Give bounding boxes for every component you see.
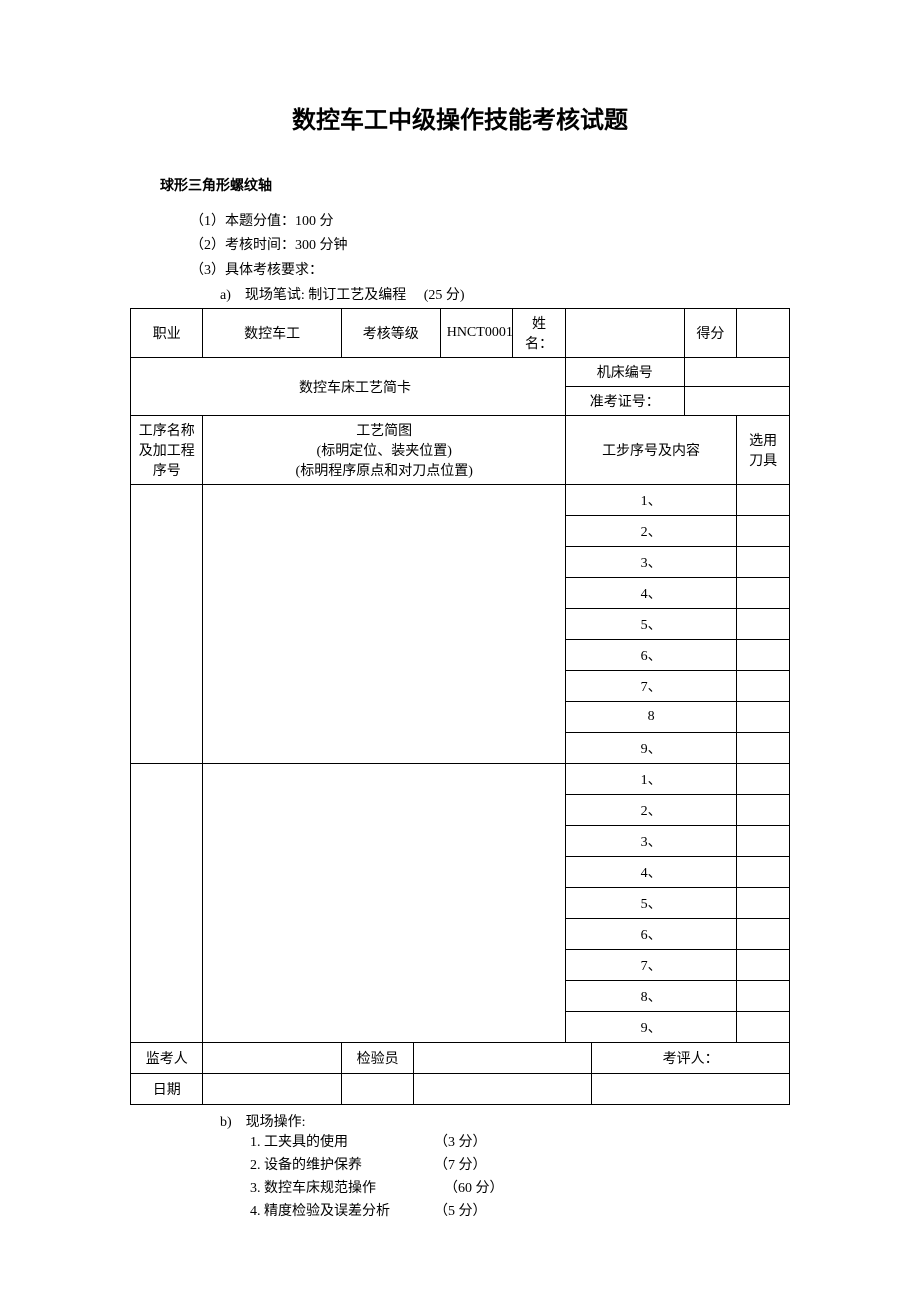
proc-name-header: 工序名称及加工程序号 bbox=[131, 416, 203, 485]
tool-cell bbox=[737, 826, 790, 857]
step: 9、 bbox=[565, 1012, 736, 1043]
step: 6、 bbox=[565, 919, 736, 950]
level-label: 考核等级 bbox=[341, 309, 440, 358]
machine-no-value bbox=[684, 358, 789, 387]
info-item: （1）本题分值：100 分 bbox=[190, 211, 790, 233]
supervisor-value bbox=[203, 1043, 341, 1074]
step: 2、 bbox=[565, 795, 736, 826]
footer-row-2: 日期 bbox=[131, 1074, 790, 1105]
tool-cell bbox=[737, 485, 790, 516]
step: 6、 bbox=[565, 640, 736, 671]
inspector-label: 检验员 bbox=[341, 1043, 413, 1074]
step: 5、 bbox=[565, 609, 736, 640]
proc-cell-2 bbox=[131, 764, 203, 1043]
info-item: （3）具体考核要求： bbox=[190, 260, 790, 282]
level-value: HNCT0001 bbox=[440, 309, 512, 358]
score-value bbox=[737, 309, 790, 358]
name-value bbox=[565, 309, 684, 358]
subtitle: 球形三角形螺纹轴 bbox=[160, 175, 790, 195]
info-list: （1）本题分值：100 分 （2）考核时间：300 分钟 （3）具体考核要求： bbox=[190, 211, 790, 282]
sketch-header: 工艺简图 (标明定位、装夹位置) (标明程序原点和对刀点位置) bbox=[203, 416, 565, 485]
footer-row-1: 监考人 检验员 考评人： bbox=[131, 1043, 790, 1074]
occupation-label: 职业 bbox=[131, 309, 203, 358]
date-label: 日期 bbox=[131, 1074, 203, 1105]
tool-header: 选用刀具 bbox=[737, 416, 790, 485]
step: 2、 bbox=[565, 516, 736, 547]
step: 9、 bbox=[565, 733, 736, 764]
sketch-line2: (标明定位、装夹位置) bbox=[209, 440, 558, 460]
machine-no-label: 机床编号 bbox=[565, 358, 684, 387]
step: 7、 bbox=[565, 950, 736, 981]
ops-item: 1. 工夹具的使用（3 分） bbox=[250, 1131, 790, 1154]
step: 7、 bbox=[565, 671, 736, 702]
card-row-1: 数控车床工艺简卡 机床编号 bbox=[131, 358, 790, 387]
tool-cell bbox=[737, 671, 790, 702]
section-a-heading: a) 现场笔试: 制订工艺及编程 (25 分) bbox=[220, 284, 790, 304]
step: 1、 bbox=[565, 764, 736, 795]
tool-cell bbox=[737, 857, 790, 888]
step: 1、 bbox=[565, 485, 736, 516]
process-card-table: 职业 数控车工 考核等级 HNCT0001 姓名： 得分 数控车床工艺简卡 机床… bbox=[130, 308, 790, 1105]
proc-cell-1 bbox=[131, 485, 203, 764]
name-label: 姓名： bbox=[513, 309, 566, 358]
exam-no-value bbox=[684, 387, 789, 416]
document-title: 数控车工中级操作技能考核试题 bbox=[130, 100, 790, 135]
step: 3、 bbox=[565, 547, 736, 578]
tool-cell bbox=[737, 1012, 790, 1043]
inspector-value bbox=[414, 1043, 592, 1074]
date-value-4 bbox=[592, 1074, 790, 1105]
supervisor-label: 监考人 bbox=[131, 1043, 203, 1074]
step: 4、 bbox=[565, 857, 736, 888]
score-label: 得分 bbox=[684, 309, 737, 358]
step: 4、 bbox=[565, 578, 736, 609]
date-value-3 bbox=[414, 1074, 592, 1105]
tool-cell bbox=[737, 764, 790, 795]
date-value-2 bbox=[341, 1074, 413, 1105]
tool-cell bbox=[737, 733, 790, 764]
step: 3、 bbox=[565, 826, 736, 857]
header-row: 职业 数控车工 考核等级 HNCT0001 姓名： 得分 bbox=[131, 309, 790, 358]
section-b-heading: b) 现场操作: bbox=[220, 1111, 790, 1131]
step: 5、 bbox=[565, 888, 736, 919]
step: 8、 bbox=[565, 981, 736, 1012]
document-page: 数控车工中级操作技能考核试题 球形三角形螺纹轴 （1）本题分值：100 分 （2… bbox=[0, 0, 920, 1302]
operations-list: 1. 工夹具的使用（3 分） 2. 设备的维护保养（7 分） 3. 数控车床规范… bbox=[250, 1131, 790, 1223]
ops-item: 2. 设备的维护保养（7 分） bbox=[250, 1154, 790, 1177]
tool-cell bbox=[737, 547, 790, 578]
sketch-line1: 工艺简图 bbox=[209, 420, 558, 440]
date-value-1 bbox=[203, 1074, 341, 1105]
card-label: 数控车床工艺简卡 bbox=[131, 358, 566, 416]
tool-cell bbox=[737, 578, 790, 609]
step-content-header: 工步序号及内容 bbox=[565, 416, 736, 485]
tool-cell bbox=[737, 640, 790, 671]
sketch-line3: (标明程序原点和对刀点位置) bbox=[209, 460, 558, 480]
occupation-value: 数控车工 bbox=[203, 309, 341, 358]
tool-cell bbox=[737, 609, 790, 640]
tool-cell bbox=[737, 888, 790, 919]
tool-cell bbox=[737, 919, 790, 950]
tool-cell bbox=[737, 702, 790, 733]
tool-cell bbox=[737, 795, 790, 826]
sketch-cell-2 bbox=[203, 764, 565, 1043]
evaluator-label: 考评人： bbox=[592, 1043, 790, 1074]
sketch-cell-1 bbox=[203, 485, 565, 764]
exam-no-label: 准考证号： bbox=[565, 387, 684, 416]
step: 8 bbox=[565, 702, 736, 733]
tool-cell bbox=[737, 981, 790, 1012]
tool-cell bbox=[737, 516, 790, 547]
tool-cell bbox=[737, 950, 790, 981]
info-item: （2）考核时间：300 分钟 bbox=[190, 235, 790, 257]
ops-item: 4. 精度检验及误差分析（5 分） bbox=[250, 1200, 790, 1223]
ops-item: 3. 数控车床规范操作（60 分） bbox=[250, 1177, 790, 1200]
column-header-row: 工序名称及加工程序号 工艺简图 (标明定位、装夹位置) (标明程序原点和对刀点位… bbox=[131, 416, 790, 485]
